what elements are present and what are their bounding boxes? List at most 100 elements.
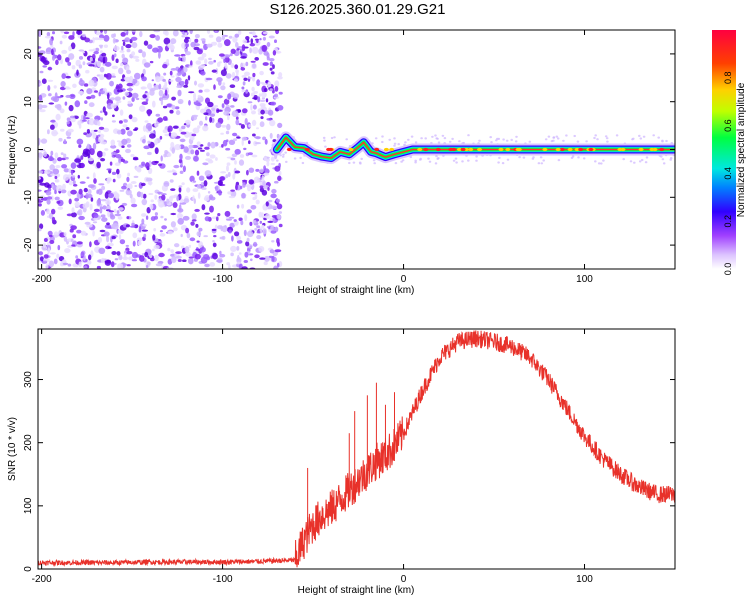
noise-speck	[49, 240, 55, 244]
signal-blob	[423, 147, 429, 152]
noise-speck	[276, 237, 280, 244]
noise-speck	[39, 109, 46, 113]
noise-speck	[103, 34, 110, 42]
signal-blob	[286, 147, 292, 152]
noise-speck	[121, 185, 127, 190]
noise-speck	[167, 128, 171, 133]
noise-speck	[211, 69, 217, 73]
noise-speck	[86, 112, 93, 118]
noise-speck	[200, 256, 208, 264]
noise-speck	[38, 189, 42, 192]
noise-speck	[182, 215, 190, 221]
noise-speck	[163, 153, 167, 158]
noise-speck	[111, 33, 115, 39]
noise-speck	[78, 123, 82, 129]
noise-speck	[127, 183, 133, 190]
noise-speck	[67, 263, 72, 267]
noise-speck	[75, 162, 79, 166]
noise-speck	[221, 107, 224, 111]
noise-speck	[274, 165, 281, 172]
noise-speck	[60, 189, 67, 194]
colorbar-label: Normalized spectral amplitude	[736, 82, 747, 217]
noise-speck	[44, 35, 52, 39]
noise-speck	[43, 197, 48, 201]
noise-speck	[70, 238, 74, 242]
signal-blob	[617, 147, 623, 152]
noise-speck	[182, 55, 186, 63]
noise-speck	[125, 127, 130, 131]
noise-speck	[278, 170, 282, 176]
noise-speck	[38, 94, 43, 101]
noise-speck	[162, 30, 168, 35]
noise-speck	[72, 31, 75, 37]
noise-speck	[241, 136, 248, 141]
noise-speck	[208, 34, 214, 38]
noise-speck	[106, 222, 110, 226]
noise-speck	[597, 162, 601, 165]
noise-speck	[179, 138, 186, 143]
noise-speck	[39, 182, 47, 186]
noise-speck	[68, 180, 74, 186]
noise-speck	[63, 232, 67, 237]
noise-speck	[245, 241, 250, 247]
signal-track-band	[276, 136, 675, 159]
noise-speck	[100, 257, 105, 264]
noise-speck	[110, 97, 115, 101]
noise-speck	[223, 58, 226, 63]
noise-speck	[571, 155, 575, 158]
noise-speck	[64, 101, 68, 106]
noise-speck	[188, 100, 191, 106]
noise-speck	[173, 170, 177, 174]
noise-speck	[231, 235, 234, 242]
noise-speck	[170, 141, 175, 149]
noise-speck	[110, 103, 117, 109]
noise-speck	[68, 45, 72, 52]
noise-speck	[352, 161, 356, 164]
noise-speck	[224, 39, 231, 47]
noise-speck	[539, 156, 543, 159]
noise-speck	[128, 87, 133, 92]
noise-speck	[441, 134, 445, 137]
noise-speck	[209, 113, 216, 117]
noise-speck	[185, 251, 192, 257]
noise-speck	[155, 76, 161, 83]
noise-speck	[184, 119, 191, 125]
noise-speck	[111, 171, 117, 175]
noise-speck	[594, 160, 597, 163]
noise-speck	[112, 114, 115, 118]
noise-speck	[122, 124, 128, 128]
noise-speck	[55, 165, 61, 169]
noise-speck	[48, 260, 55, 268]
noise-speck	[141, 218, 145, 225]
noise-speck	[191, 144, 199, 149]
noise-speck	[544, 138, 548, 141]
noise-speck	[181, 35, 186, 38]
noise-speck	[66, 121, 70, 125]
noise-speck	[240, 62, 246, 68]
noise-speck	[215, 122, 222, 129]
noise-speck	[95, 47, 100, 52]
noise-speck	[207, 101, 214, 108]
noise-speck	[277, 134, 280, 137]
noise-speck	[52, 31, 55, 35]
noise-speck	[126, 82, 134, 87]
noise-speck	[101, 52, 107, 57]
noise-speck	[236, 70, 239, 77]
noise-speck	[268, 255, 274, 259]
x-tick-label: 100	[576, 274, 593, 285]
noise-speck	[200, 70, 206, 76]
noise-speck	[234, 170, 241, 174]
signal-blob	[542, 147, 548, 152]
noise-speck	[194, 149, 200, 156]
noise-speck	[141, 229, 149, 232]
noise-speck	[76, 138, 84, 145]
noise-speck	[220, 171, 227, 174]
noise-speck	[324, 145, 327, 148]
snr-line	[38, 330, 675, 568]
noise-speck	[259, 257, 266, 260]
noise-speck	[270, 71, 275, 75]
noise-speck	[122, 96, 126, 100]
noise-speck	[147, 151, 152, 156]
noise-speck	[277, 105, 284, 111]
noise-speck	[75, 59, 81, 67]
